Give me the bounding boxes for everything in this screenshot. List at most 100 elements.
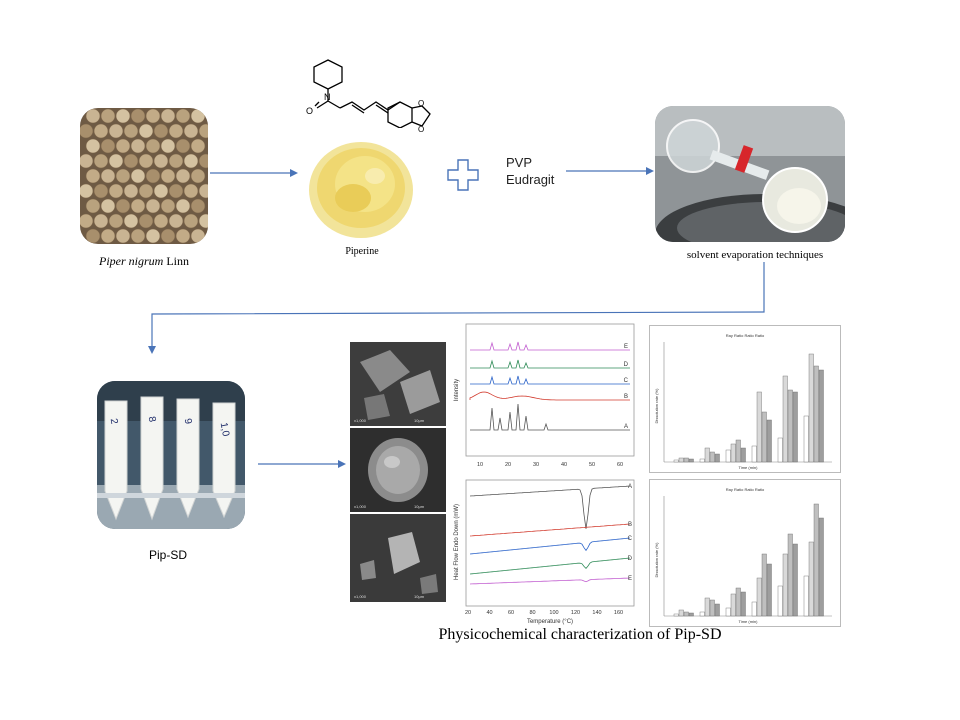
- xrd-trace-label: D: [624, 362, 629, 368]
- peppercorn: [168, 183, 184, 199]
- peppercorn: [85, 168, 101, 184]
- release-bar: [808, 353, 814, 463]
- svg-text:2: 2: [108, 418, 120, 426]
- xrd-trace-A: [470, 403, 630, 431]
- peppercorn: [100, 198, 116, 214]
- release-bar: [751, 601, 757, 617]
- release-chart-top-svg: Ray Ratio Ratio Ratio Dissolution rate (…: [654, 333, 832, 470]
- dsc-tick-label: 40: [486, 610, 492, 616]
- piperine-structure: N O O O: [306, 59, 431, 134]
- pip-sd-tubes-image: 2 8 9 1,0: [97, 381, 245, 529]
- dsc-tick-label: 80: [529, 610, 535, 616]
- release-bar: [740, 447, 746, 463]
- peppercorn: [160, 198, 176, 214]
- peppercorn: [153, 213, 169, 229]
- svg-text:O: O: [306, 106, 313, 116]
- peppercorn: [190, 228, 206, 244]
- release-bar: [761, 411, 767, 463]
- svg-text:10μm: 10μm: [414, 594, 425, 599]
- peppercorn: [93, 153, 109, 169]
- release-top-title: Ray Ratio Ratio Ratio: [726, 333, 765, 338]
- peppercorn: [198, 213, 208, 229]
- peppercorn: [130, 228, 146, 244]
- peppercorn: [175, 108, 191, 124]
- release-bar: [782, 375, 788, 463]
- peppercorn: [108, 213, 124, 229]
- peppercorn: [80, 123, 94, 139]
- svg-text:10μm: 10μm: [414, 418, 425, 423]
- release-bar: [787, 533, 793, 617]
- release-bar: [725, 607, 731, 617]
- dsc-trace-label: E: [628, 576, 632, 582]
- release-bar: [777, 437, 783, 463]
- peppercorn: [190, 108, 206, 124]
- dsc-tick-label: 160: [614, 610, 623, 616]
- peppercorn: [93, 213, 109, 229]
- peppercorn: [130, 108, 146, 124]
- peppercorn: [108, 123, 124, 139]
- peppercorn: [138, 183, 154, 199]
- rotary-evaporator-image: [655, 106, 845, 242]
- polymer-eudragit: Eudragit: [506, 172, 555, 187]
- peppercorn: [175, 168, 191, 184]
- release-bar: [761, 553, 767, 617]
- peppercorn: [130, 168, 146, 184]
- release-chart-bottom: Ray Ratio Ratio Ratio Dissolution rate (…: [649, 479, 841, 627]
- release-bar: [766, 563, 772, 617]
- peppercorn: [145, 228, 161, 244]
- arrow-pepper-to-piperine: [210, 169, 298, 177]
- peppercorn: [145, 108, 161, 124]
- peppercorn: [160, 168, 176, 184]
- xrd-panel: Intensity E D C B A 10 20 30 40 50 60: [450, 318, 640, 472]
- release-bar: [730, 443, 736, 463]
- release-bar: [756, 391, 762, 463]
- release-bar: [678, 609, 684, 617]
- dsc-tick-label: 20: [465, 610, 471, 616]
- peppercorn: [85, 228, 101, 244]
- dsc-chart: Heat Flow Endo Down (mW) A B C D E 20 40 60 80 1…: [454, 479, 635, 625]
- dsc-trace-E: [469, 577, 631, 585]
- peppercorn: [183, 153, 199, 169]
- dsc-trace-label: B: [628, 522, 632, 528]
- dsc-tick-label: 100: [549, 610, 558, 616]
- release-bar: [714, 453, 720, 463]
- peppercorn: [123, 153, 139, 169]
- arrow-product-to-characterization: [258, 460, 346, 468]
- release-bar: [818, 369, 824, 463]
- xrd-trace-C: [470, 375, 630, 385]
- release-bar: [813, 503, 819, 617]
- peppercorn: [100, 228, 116, 244]
- plus-icon: [447, 159, 479, 191]
- peppercorn: [100, 108, 116, 124]
- peppercorn: [168, 153, 184, 169]
- peppercorn: [168, 123, 184, 139]
- dsc-trace-A: [469, 485, 631, 529]
- dsc-trace-label: A: [628, 484, 632, 490]
- sem-micrographs: x1,000 10μm x1,000 10μm x1,000 10μm: [350, 342, 446, 602]
- release-bar: [735, 439, 741, 463]
- release-bar: [683, 457, 689, 463]
- release-bar: [683, 611, 689, 617]
- xrd-chart: Intensity E D C B A 10 20 30 40 50 60: [454, 323, 635, 468]
- svg-text:x1,000: x1,000: [354, 418, 367, 423]
- xrd-trace-label: A: [624, 424, 628, 430]
- release-bar: [714, 603, 720, 617]
- peppercorn: [175, 198, 191, 214]
- peppercorn: [93, 123, 109, 139]
- release-bar: [688, 458, 694, 463]
- dsc-trace-D: [469, 557, 631, 575]
- release-bar: [699, 611, 705, 617]
- peppercorn: [85, 108, 101, 124]
- release-bar: [766, 419, 772, 463]
- release-bar: [735, 587, 741, 617]
- peppercorn: [168, 213, 184, 229]
- peppercorn: [160, 138, 176, 154]
- release-bar: [751, 445, 757, 463]
- dsc-tick-label: 60: [508, 610, 514, 616]
- peppercorn: [100, 168, 116, 184]
- polymer-pvp: PVP: [506, 155, 533, 170]
- svg-text:x1,000: x1,000: [354, 594, 367, 599]
- polymer-labels: PVP Eudragit: [506, 154, 554, 188]
- release-chart-top: Ray Ratio Ratio Ratio Dissolution rate (…: [649, 325, 841, 473]
- piperine-caption: Piperine: [345, 246, 379, 257]
